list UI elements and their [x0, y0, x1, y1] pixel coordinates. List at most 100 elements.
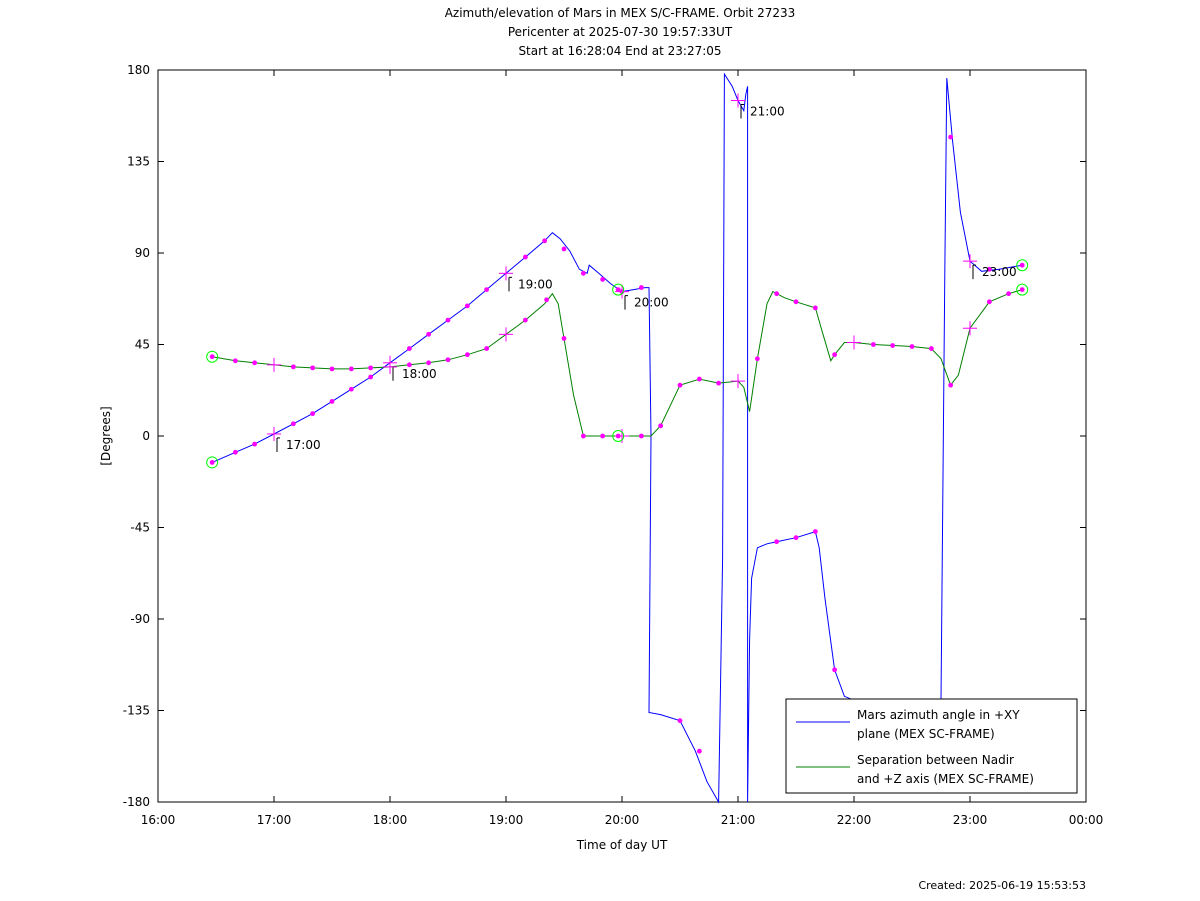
endpoint-dot: [209, 460, 215, 465]
data-point: [580, 433, 586, 439]
hour-marker: [499, 327, 513, 342]
data-point: [348, 386, 354, 392]
data-point: [445, 357, 451, 363]
endpoint-circle: [612, 283, 625, 296]
data-point: [561, 246, 567, 252]
title-line: Start at 16:28:04 End at 23:27:05: [518, 44, 721, 58]
hour-marker: 18:00: [383, 355, 437, 381]
data-point: [426, 360, 432, 366]
data-point: [484, 346, 490, 351]
series-line: [212, 289, 1023, 437]
chart-title: Azimuth/elevation of Mars in MEX S/C-FRA…: [445, 6, 796, 58]
data-point: [310, 411, 316, 417]
y-tick-label: 45: [135, 338, 150, 352]
endpoint-dot: [615, 287, 621, 292]
y-tick-label: -180: [123, 795, 150, 809]
legend-label: plane (MEX SC-FRAME): [857, 727, 995, 741]
endpoint-circle: [206, 350, 219, 363]
data-point: [348, 366, 354, 372]
data-point: [677, 382, 683, 388]
title-line: Azimuth/elevation of Mars in MEX S/C-FRA…: [445, 6, 796, 20]
plot-area: 17:00 18:00 19:00 20:00 21:00 23:00: [206, 72, 1029, 804]
hour-label: 19:00: [518, 277, 553, 291]
title-line: Pericenter at 2025-07-30 19:57:33UT: [508, 25, 733, 39]
endpoint-dot: [1019, 262, 1025, 268]
data-point: [290, 364, 296, 370]
endpoint-circle: [1016, 259, 1029, 272]
data-point: [368, 365, 374, 371]
endpoint-dot: [615, 433, 621, 439]
data-point: [774, 291, 780, 297]
data-point: [310, 365, 316, 371]
hour-marker: 17:00: [267, 426, 321, 452]
x-tick-label: 17:00: [257, 813, 292, 827]
data-point: [928, 346, 934, 351]
x-tick-label: 21:00: [721, 813, 756, 827]
endpoint-dot: [209, 354, 215, 360]
hour-marker: 21:00: [731, 93, 785, 119]
x-tick-label: 19:00: [489, 813, 524, 827]
data-point: [232, 358, 238, 364]
data-point: [677, 718, 683, 724]
data-point: [948, 134, 954, 140]
series-line: [212, 72, 1023, 804]
y-tick-label: -45: [130, 521, 150, 535]
data-point: [986, 299, 992, 305]
endpoint-circle: [1016, 283, 1029, 296]
data-point: [812, 305, 818, 311]
data-point: [812, 529, 818, 534]
data-point: [754, 356, 760, 362]
x-axis-label: Time of day UT: [576, 838, 668, 852]
hour-label: 23:00: [982, 265, 1017, 279]
data-point: [832, 352, 838, 358]
x-tick-label: 22:00: [837, 813, 872, 827]
y-tick-label: -135: [123, 704, 150, 718]
legend: Mars azimuth angle in +XY plane (MEX SC-F…: [785, 698, 1078, 794]
series-2: [206, 283, 1029, 443]
x-tick-label: 00:00: [1069, 813, 1104, 827]
data-point: [329, 399, 335, 404]
hour-marker: 19:00: [499, 266, 553, 292]
hour-marker: [731, 374, 745, 389]
data-point: [522, 254, 528, 260]
data-point: [890, 343, 896, 348]
data-point: [658, 423, 664, 429]
data-point: [909, 344, 915, 349]
data-point: [1006, 291, 1012, 297]
y-tick-label: 0: [142, 429, 150, 443]
y-tick-label: 90: [135, 246, 150, 260]
legend-label: Mars azimuth angle in +XY: [857, 708, 1020, 722]
data-point: [561, 336, 567, 341]
data-point: [522, 317, 528, 323]
data-point: [638, 285, 644, 290]
y-tick-label: -90: [130, 612, 150, 626]
y-axis-label: [Degrees]: [99, 406, 113, 465]
data-point: [368, 374, 374, 380]
data-point: [832, 667, 838, 673]
created-timestamp: Created: 2025-06-19 15:53:53: [918, 879, 1086, 892]
data-point: [252, 441, 258, 447]
data-point: [406, 362, 412, 368]
data-point: [290, 421, 296, 427]
data-point: [252, 360, 258, 366]
x-tick-label: 23:00: [953, 813, 988, 827]
data-point: [426, 331, 432, 337]
legend-box: [785, 698, 1078, 794]
data-point: [580, 270, 586, 276]
y-tick-label: 135: [127, 155, 150, 169]
hour-marker: [963, 321, 977, 336]
hour-marker: [847, 335, 861, 350]
data-point: [484, 287, 490, 292]
data-point: [544, 297, 549, 303]
data-point: [948, 382, 954, 388]
hour-marker: [267, 357, 281, 372]
x-tick-label: 16:00: [141, 813, 176, 827]
x-tick-label: 20:00: [605, 813, 640, 827]
data-point: [329, 366, 335, 372]
data-point: [232, 449, 238, 455]
data-point: [793, 535, 799, 541]
x-tick-label: 18:00: [373, 813, 408, 827]
hour-label: 17:00: [286, 438, 321, 452]
plot-frame: 16:00 17:00 18:00 19:00 20:00 21:00 22:00 23:00…: [123, 63, 1104, 827]
